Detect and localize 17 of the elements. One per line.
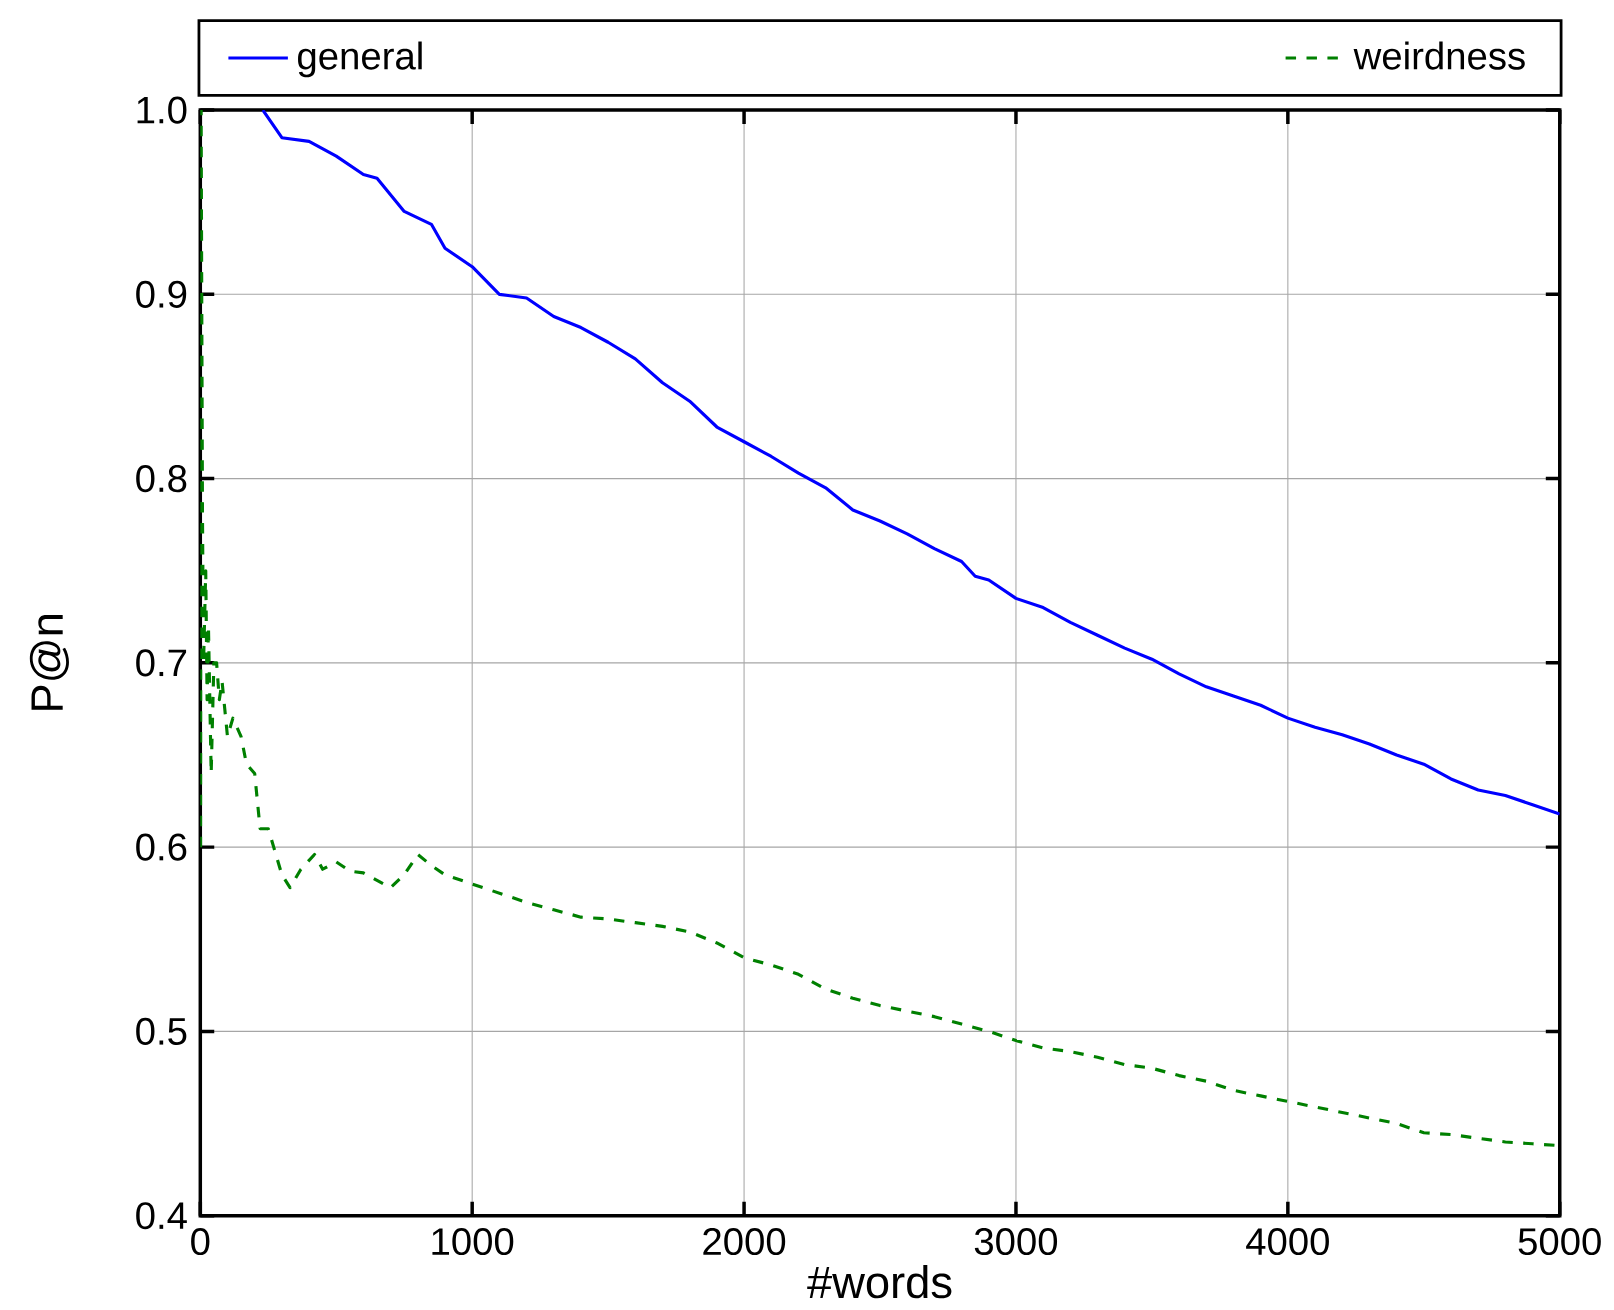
legend-label: weirdness — [1353, 41, 1525, 70]
y-tick-label: 0.8 — [136, 465, 187, 493]
x-axis-title: #words — [807, 1265, 952, 1299]
legend-label: general — [298, 41, 422, 78]
y-tick-label: 0.7 — [136, 649, 187, 677]
y-tick-label: 1.0 — [137, 96, 187, 124]
y-tick-label: 0.9 — [136, 280, 187, 308]
x-tick-label: 4000 — [1246, 1228, 1329, 1256]
x-tick-label: 3000 — [974, 1228, 1058, 1256]
y-tick-label: 0.4 — [136, 1202, 187, 1230]
x-tick-label: 0 — [191, 1228, 210, 1256]
y-tick-label: 0.6 — [136, 833, 187, 861]
x-tick-label: 2000 — [703, 1228, 786, 1256]
x-tick-label: 1000 — [432, 1228, 514, 1256]
y-tick-label: 0.5 — [136, 1017, 187, 1045]
y-axis-title: P@n — [29, 615, 69, 710]
x-tick-label: 5000 — [1518, 1228, 1601, 1256]
